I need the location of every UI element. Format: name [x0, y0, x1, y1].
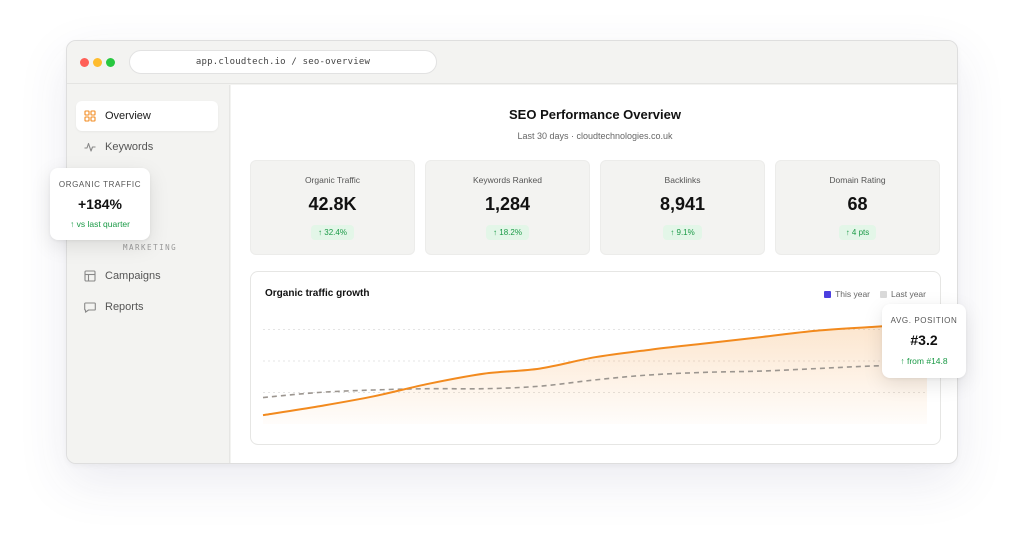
sidebar-item-campaigns[interactable]: Campaigns: [76, 261, 218, 291]
activity-icon: [84, 141, 96, 153]
sidebar-item-label: Overview: [105, 110, 151, 122]
kpi-value: 42.8K: [308, 194, 357, 214]
series-line-this-year: [262, 322, 928, 417]
kpi-label: Organic Traffic: [304, 175, 361, 185]
maximize-window-button[interactable]: [106, 58, 115, 67]
sidebar-item-keywords[interactable]: Keywords: [76, 132, 218, 162]
stat-card-value: #3.2: [910, 332, 938, 348]
chart-legend: This year Last year: [814, 289, 926, 299]
sidebar-item-label: Keywords: [105, 141, 154, 153]
kpi-card-domain-rating[interactable]: Domain Rating 68 ↑ 4 pts: [775, 160, 940, 255]
chart-title: Organic traffic growth: [265, 288, 370, 299]
sidebar-item-label: Campaigns: [105, 270, 161, 282]
legend-swatch-this-year: [824, 290, 832, 298]
kpi-label: Domain Rating: [829, 175, 886, 185]
grid-icon: [84, 110, 96, 122]
kpi-delta-badge: ↑ 9.1%: [663, 225, 702, 240]
avg-position-stat-card: AVG. POSITION #3.2 ↑ from #14.8: [882, 304, 966, 378]
legend-swatch-last-year: [880, 290, 888, 298]
legend-label: This year: [835, 289, 871, 299]
sidebar-item-label: Reports: [105, 301, 144, 313]
chat-icon: [84, 301, 96, 313]
organic-traffic-stat-card: ORGANIC TRAFFIC +184% ↑ vs last quarter: [50, 168, 150, 240]
kpi-card-organic-traffic[interactable]: Organic Traffic 42.8K ↑ 32.4%: [250, 160, 415, 255]
kpi-value: 1,284: [484, 194, 531, 214]
page-title: SEO Performance Overview: [509, 107, 681, 122]
kpi-value: 8,941: [659, 194, 706, 214]
stat-card-delta: ↑ from #14.8: [900, 356, 948, 366]
series-area-this-year: [263, 323, 927, 424]
kpi-delta-badge: ↑ 4 pts: [838, 225, 877, 240]
kpi-label: Keywords Ranked: [473, 175, 542, 185]
traffic-chart-card: Organic traffic growth This year Last ye…: [250, 271, 941, 445]
stat-card-label: ORGANIC TRAFFIC: [58, 180, 142, 189]
stat-card-delta: ↑ vs last quarter: [70, 219, 130, 229]
stat-card-value: +184%: [78, 196, 122, 212]
kpi-card-backlinks[interactable]: Backlinks 8,941 ↑ 9.1%: [600, 160, 765, 255]
sidebar: Overview Keywords MARKETING Campaigns Re…: [67, 85, 230, 463]
main-content: SEO Performance Overview Last 30 days · …: [231, 85, 957, 463]
stat-card-label: AVG. POSITION: [890, 316, 958, 325]
sidebar-item-overview[interactable]: Overview: [76, 101, 218, 131]
kpi-value: 68: [847, 194, 868, 214]
kpi-delta-badge: ↑ 18.2%: [486, 225, 529, 240]
minimize-window-button[interactable]: [93, 58, 102, 67]
page-subtitle: Last 30 days · cloudtechnologies.co.uk: [517, 131, 673, 141]
sidebar-item-reports[interactable]: Reports: [76, 292, 218, 322]
series-line-last-year: [262, 364, 928, 399]
legend-label: Last year: [891, 289, 926, 299]
section-label-marketing: MARKETING: [123, 243, 178, 252]
traffic-chart: [262, 322, 928, 424]
kpi-label: Backlinks: [664, 175, 701, 185]
layout-icon: [84, 270, 96, 282]
title-bar: app.cloudtech.io / seo-overview: [67, 41, 957, 84]
legend-item-last-year[interactable]: Last year: [880, 289, 926, 299]
browser-window: app.cloudtech.io / seo-overview Overview…: [66, 40, 958, 464]
address-bar[interactable]: app.cloudtech.io / seo-overview: [129, 50, 437, 74]
kpi-card-keywords-ranked[interactable]: Keywords Ranked 1,284 ↑ 18.2%: [425, 160, 590, 255]
kpi-delta-badge: ↑ 32.4%: [311, 225, 354, 240]
legend-item-this-year[interactable]: This year: [824, 289, 870, 299]
close-window-button[interactable]: [80, 58, 89, 67]
